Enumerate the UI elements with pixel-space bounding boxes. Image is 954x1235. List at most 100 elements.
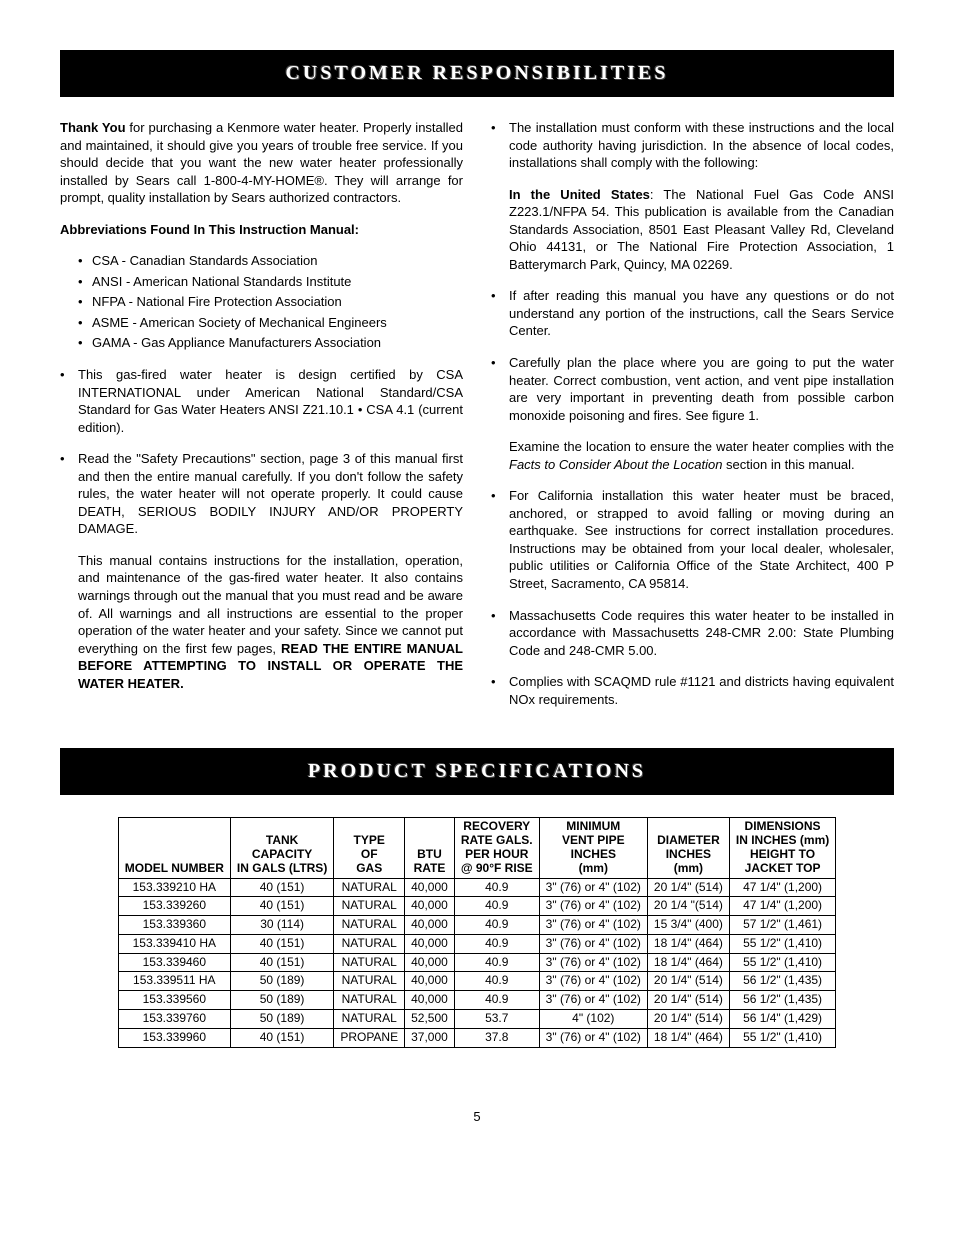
table-cell: 40,000 [405,953,455,972]
table-cell: 18 1/4" (464) [647,934,729,953]
left-bullet-safety: Read the "Safety Precautions" section, p… [60,450,463,692]
table-cell: NATURAL [334,878,405,897]
table-cell: 153.339460 [118,953,230,972]
spec-header: MINIMUMVENT PIPEINCHES(mm) [539,818,647,878]
spec-header: DIMENSIONSIN INCHES (mm)HEIGHT TOJACKET … [729,818,835,878]
table-cell: 3" (76) or 4" (102) [539,897,647,916]
spec-header: TANKCAPACITYIN GALS (LTRS) [230,818,333,878]
table-cell: 40.9 [454,972,539,991]
table-cell: 153.339360 [118,916,230,935]
spec-header: MODEL NUMBER [118,818,230,878]
table-cell: NATURAL [334,934,405,953]
table-cell: 20 1/4" (514) [647,878,729,897]
table-cell: 18 1/4" (464) [647,953,729,972]
table-cell: 3" (76) or 4" (102) [539,878,647,897]
intro-bold: Thank You [60,120,126,135]
table-cell: 40.9 [454,934,539,953]
table-cell: 20 1/4" (514) [647,972,729,991]
table-cell: 3" (76) or 4" (102) [539,1028,647,1047]
table-cell: 40 (151) [230,878,333,897]
table-cell: 4" (102) [539,1010,647,1029]
spec-tbody: 153.339210 HA40 (151)NATURAL40,00040.93"… [118,878,835,1047]
table-row: 153.33936030 (114)NATURAL40,00040.93" (7… [118,916,835,935]
table-cell: 3" (76) or 4" (102) [539,953,647,972]
table-row: 153.339210 HA40 (151)NATURAL40,00040.93"… [118,878,835,897]
us-bold: In the United States [509,187,650,202]
table-cell: 40.9 [454,953,539,972]
table-cell: 40 (151) [230,934,333,953]
examine-ital: Facts to Consider About the Location [509,457,722,472]
table-cell: 40.9 [454,897,539,916]
safety-text: Read the "Safety Precautions" section, p… [78,451,463,536]
table-cell: 56 1/2" (1,435) [729,972,835,991]
table-cell: 153.339560 [118,991,230,1010]
table-cell: 40,000 [405,972,455,991]
table-cell: NATURAL [334,916,405,935]
table-cell: 47 1/4" (1,200) [729,897,835,916]
spec-header: BTURATE [405,818,455,878]
abbr-item: ANSI - American National Standards Insti… [78,273,463,291]
table-cell: NATURAL [334,991,405,1010]
table-cell: 153.339511 HA [118,972,230,991]
table-cell: 56 1/2" (1,435) [729,991,835,1010]
table-cell: 153.339410 HA [118,934,230,953]
table-cell: 153.339260 [118,897,230,916]
table-cell: 153.339210 HA [118,878,230,897]
right-bullet-california: For California installation this water h… [491,487,894,592]
table-cell: 47 1/4" (1,200) [729,878,835,897]
table-cell: 40.9 [454,916,539,935]
table-cell: 55 1/2" (1,410) [729,953,835,972]
right-bullet-massachusetts: Massachusetts Code requires this water h… [491,607,894,660]
table-cell: NATURAL [334,1010,405,1029]
table-row: 153.33956050 (189)NATURAL40,00040.93" (7… [118,991,835,1010]
examine-pre: Examine the location to ensure the water… [509,439,894,454]
right-bullets: The installation must conform with these… [491,119,894,708]
abbr-item: CSA - Canadian Standards Association [78,252,463,270]
examine-text: Examine the location to ensure the water… [509,438,894,473]
left-bullet-cert: This gas-fired water heater is design ce… [60,366,463,436]
table-cell: 37,000 [405,1028,455,1047]
abbr-item: NFPA - National Fire Protection Associat… [78,293,463,311]
table-cell: 50 (189) [230,1010,333,1029]
table-cell: 50 (189) [230,991,333,1010]
table-cell: 20 1/4 "(514) [647,897,729,916]
table-row: 153.33996040 (151)PROPANE37,00037.83" (7… [118,1028,835,1047]
table-cell: 3" (76) or 4" (102) [539,934,647,953]
table-cell: 3" (76) or 4" (102) [539,972,647,991]
table-row: 153.339511 HA50 (189)NATURAL40,00040.93"… [118,972,835,991]
table-row: 153.33946040 (151)NATURAL40,00040.93" (7… [118,953,835,972]
spec-table: MODEL NUMBER TANKCAPACITYIN GALS (LTRS) … [118,817,836,1047]
table-cell: 153.339960 [118,1028,230,1047]
abbreviations-list: CSA - Canadian Standards Association ANS… [60,252,463,352]
table-cell: 153.339760 [118,1010,230,1029]
abbr-item: ASME - American Society of Mechanical En… [78,314,463,332]
plan-text: Carefully plan the place where you are g… [509,355,894,423]
right-bullet-questions: If after reading this manual you have an… [491,287,894,340]
table-cell: 18 1/4" (464) [647,1028,729,1047]
banner-product-specifications: PRODUCT SPECIFICATIONS [60,748,894,795]
table-row: 153.33976050 (189)NATURAL52,50053.74" (1… [118,1010,835,1029]
install-text: The installation must conform with these… [509,120,894,170]
table-cell: 40,000 [405,897,455,916]
body-columns: Thank You for purchasing a Kenmore water… [60,119,894,722]
intro-paragraph: Thank You for purchasing a Kenmore water… [60,119,463,207]
spec-header: TYPEOFGAS [334,818,405,878]
us-code-text: In the United States: The National Fuel … [509,186,894,274]
table-cell: 53.7 [454,1010,539,1029]
product-spec-section: PRODUCT SPECIFICATIONS MODEL NUMBER TANK… [60,748,894,1047]
table-row: 153.339410 HA40 (151)NATURAL40,00040.93"… [118,934,835,953]
table-cell: NATURAL [334,972,405,991]
spec-header-row: MODEL NUMBER TANKCAPACITYIN GALS (LTRS) … [118,818,835,878]
table-cell: 57 1/2" (1,461) [729,916,835,935]
manual-text: This manual contains instructions for th… [78,552,463,692]
table-cell: NATURAL [334,897,405,916]
table-cell: 50 (189) [230,972,333,991]
right-column: The installation must conform with these… [491,119,894,722]
right-bullet-scaqmd: Complies with SCAQMD rule #1121 and dist… [491,673,894,708]
table-cell: 40,000 [405,916,455,935]
table-cell: 52,500 [405,1010,455,1029]
table-cell: 40 (151) [230,953,333,972]
abbreviations-heading: Abbreviations Found In This Instruction … [60,221,463,239]
right-bullet-plan: Carefully plan the place where you are g… [491,354,894,473]
examine-post: section in this manual. [722,457,854,472]
